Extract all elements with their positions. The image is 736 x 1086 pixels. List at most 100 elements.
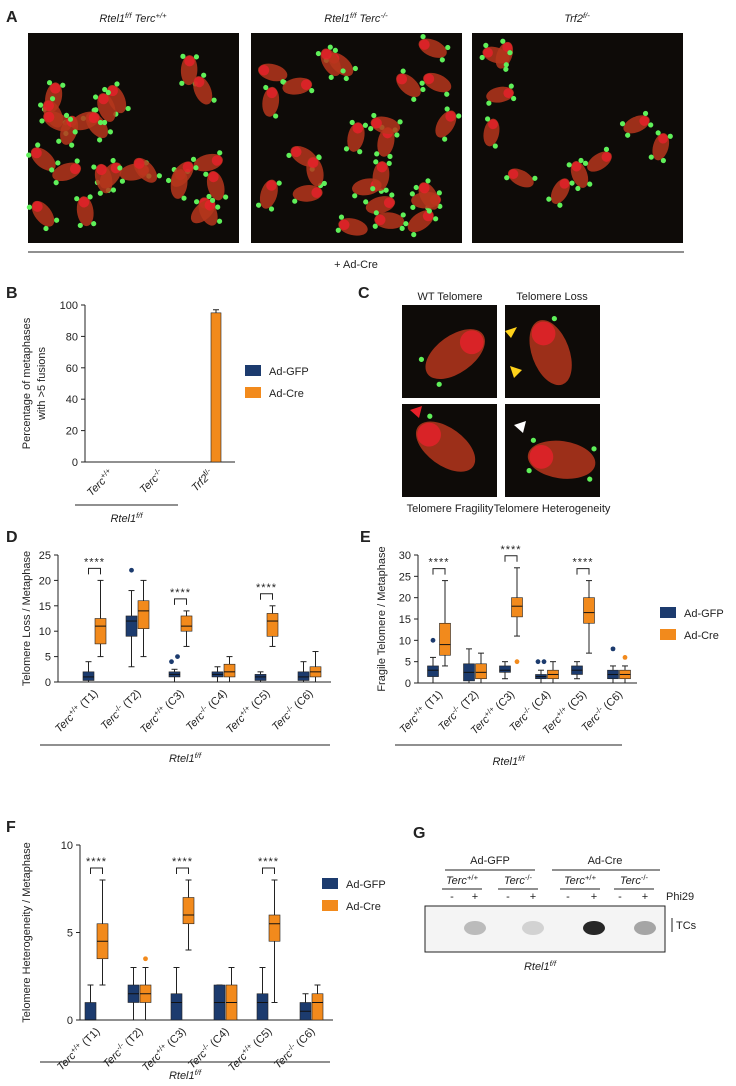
text-part: -/- [641, 873, 649, 882]
lane-label: + [530, 891, 536, 903]
centromere [266, 87, 278, 99]
telomere-signal [660, 157, 666, 164]
x-tick-label: Terc+/+ (C3) [136, 686, 186, 736]
centromere [110, 162, 122, 174]
x-tick-label: Terc-/- [136, 466, 167, 497]
centromere [459, 330, 484, 355]
telomere-signal [587, 476, 593, 482]
box [256, 993, 269, 1021]
centromere [375, 214, 386, 226]
significance-bracket [174, 598, 187, 605]
text-part: (C4) [206, 1026, 232, 1052]
y-tick-label: 30 [399, 550, 411, 562]
telomere-signal [409, 191, 415, 197]
centromere [307, 157, 319, 169]
text-part: (T2) [119, 688, 144, 713]
significance-label: **** [172, 856, 193, 868]
gel-band [583, 921, 605, 935]
box [475, 663, 487, 680]
telomere-signal [43, 225, 49, 232]
panel-label: A [6, 9, 18, 26]
significance-bracket [90, 867, 103, 874]
box [223, 663, 236, 678]
telomere-signal [93, 107, 99, 113]
x-tick-label: Terc+/+ (C3) [138, 1024, 188, 1074]
y-tick-label: 10 [399, 635, 411, 647]
text-part: (T1) [76, 688, 101, 713]
centromere [311, 187, 322, 198]
centromere [352, 123, 364, 134]
outlier [535, 659, 541, 665]
telomere-signal [35, 142, 41, 148]
group-label: Rtel1f/f [169, 751, 202, 766]
text-part: -/- [199, 1041, 211, 1053]
significance-bracket [88, 567, 101, 575]
genotype-label: Terc-/- [620, 873, 649, 888]
x-tick-label: Terc+/+ (T1) [53, 1024, 102, 1073]
telomere-signal [569, 180, 575, 186]
text-part: f/f [518, 754, 525, 763]
telomere-signal [117, 165, 123, 171]
centromere [422, 210, 434, 222]
centromere [417, 422, 441, 447]
chromosome [49, 158, 82, 186]
text-part: Terc [504, 875, 525, 887]
micrograph-content [529, 316, 572, 386]
telomere-signal [371, 112, 377, 119]
micrograph-content [255, 34, 462, 238]
group-label: Rtel1f/f [110, 511, 143, 526]
telomere-signal [587, 181, 593, 187]
text-part: Terc [131, 13, 156, 25]
chromosome [255, 179, 282, 212]
y-tick-label: 60 [66, 363, 78, 375]
outlier [622, 655, 628, 660]
text-part: Rtel1 [169, 753, 195, 765]
telomere-signal [343, 75, 349, 82]
centromere [43, 111, 55, 123]
y-axis-title: Telomere Loss / Metaphase [21, 551, 33, 686]
telomere-signal [383, 187, 389, 193]
significance-label: **** [170, 587, 191, 599]
telomere-signal [394, 132, 400, 138]
significance-label: **** [572, 557, 593, 569]
telomere-signal [426, 208, 432, 214]
telomere-signal [49, 96, 56, 102]
x-tick-label: Terc-/- (C6) [270, 1024, 318, 1072]
chromosome [74, 194, 97, 229]
gel-footer: Rtel1f/f [524, 959, 557, 974]
telomere-signal [39, 118, 45, 124]
lane-label: + [472, 891, 478, 903]
telomere-signal [500, 38, 506, 44]
telomere-signal [492, 143, 498, 149]
telomere-signal [92, 94, 99, 100]
chromosome [343, 119, 368, 155]
telomere-signal [357, 149, 363, 155]
telomere-signal [179, 80, 185, 86]
legend-swatch [322, 878, 338, 889]
telomere-signal [526, 468, 532, 474]
telomere-signal [273, 113, 279, 119]
genotype-label: Terc-/- [504, 873, 533, 888]
significance-bracket [432, 568, 446, 575]
chromosome [67, 107, 104, 135]
centromere [571, 161, 582, 172]
lane-label: - [618, 891, 622, 903]
legend-label: Ad-Cre [346, 901, 381, 913]
telomere-signal [193, 199, 200, 205]
box [182, 897, 195, 925]
y-tick-label: 20 [66, 426, 78, 438]
micrograph-content [418, 329, 485, 387]
chromosome [486, 83, 517, 106]
centromere [529, 444, 554, 469]
telomere-signal [67, 116, 74, 122]
telomere-signal [433, 216, 439, 222]
y-tick-label: 0 [67, 1015, 73, 1027]
box [170, 993, 183, 1021]
chromosome [396, 68, 426, 103]
telomere-signal [387, 153, 393, 160]
panel-label: B [6, 285, 18, 302]
panel-label: D [6, 529, 18, 546]
chromosome [26, 142, 61, 171]
telomere-signal [483, 42, 489, 49]
